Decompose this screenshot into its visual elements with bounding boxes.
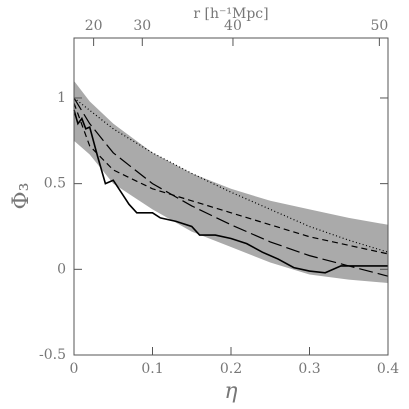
line [73, 97, 389, 277]
x2-tick-label: 50 [370, 18, 388, 34]
band [74, 80, 388, 284]
x-tick-label: 0.4 [377, 361, 399, 377]
line [73, 102, 389, 255]
y-tick-label: 0 [57, 261, 66, 277]
y-axis-label: Φ₃ [9, 183, 34, 210]
x2-tick-label: 40 [224, 18, 242, 34]
y-tick-label: 1 [57, 90, 66, 106]
x-axis-label: η [224, 379, 237, 404]
x2-tick-label: 20 [85, 18, 103, 34]
line [73, 109, 388, 274]
y-tick-label: -0.5 [39, 347, 66, 363]
y-tick-label: 0.5 [44, 176, 66, 192]
x-tick-label: 0.1 [141, 361, 163, 377]
x-tick-label: 0.2 [220, 361, 242, 377]
x2-tick-label: 30 [133, 18, 151, 34]
x2-axis-label: r [h⁻¹Mpc] [193, 6, 268, 22]
x-tick-label: 0.3 [298, 361, 320, 377]
x-tick-label: 0 [70, 361, 79, 377]
